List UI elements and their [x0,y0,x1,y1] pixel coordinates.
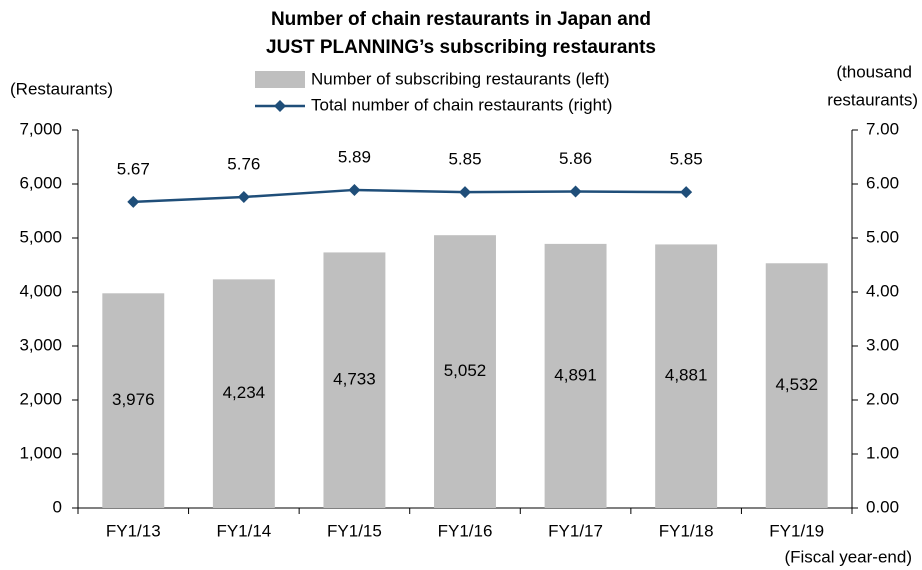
bar-value-label: 3,976 [112,390,155,409]
y2-tick-label: 6.00 [866,173,899,192]
y2-axis-label: (thousand [836,62,912,81]
x-tick-label: FY1/14 [216,521,271,540]
legend-label: Total number of chain restaurants (right… [311,95,612,114]
line-marker [348,183,361,196]
legend-swatch [255,71,305,88]
bar-value-label: 4,532 [775,375,818,394]
line-marker [569,185,582,198]
y-tick-label: 7,000 [19,119,62,138]
y-tick-label: 1,000 [19,443,62,462]
line-value-label: 5.76 [227,154,260,173]
line-marker [459,186,471,199]
x-tick-label: FY1/15 [327,521,382,540]
bar [212,279,275,508]
y-axis-label: (Restaurants) [10,79,113,98]
chart-title: JUST PLANNING’s subscribing restaurants [266,37,656,58]
line-marker [237,190,250,203]
bar [655,244,718,508]
line-value-label: 5.85 [448,150,481,169]
bar-value-label: 4,234 [223,383,266,402]
x-tick-label: FY1/16 [438,521,493,540]
bar-value-label: 4,733 [333,370,376,389]
x-tick-label: FY1/19 [769,521,824,540]
chart-title: Number of chain restaurants in Japan and [271,9,651,30]
line-value-label: 5.86 [559,149,592,168]
x-tick-label: FY1/13 [106,521,161,540]
y-tick-label: 4,000 [19,281,62,300]
legend-marker [274,100,286,112]
y-tick-label: 6,000 [19,173,62,192]
y2-tick-label: 0.00 [866,497,899,516]
legend-label: Number of subscribing restaurants (left) [311,69,610,88]
y2-axis-label: restaurants) [827,90,918,109]
line-value-label: 5.67 [117,159,150,178]
line-value-label: 5.89 [338,147,371,166]
line [133,188,687,204]
y2-tick-label: 2.00 [866,389,899,408]
x-tick-label: FY1/18 [659,521,714,540]
y-tick-label: 5,000 [19,227,62,246]
line-value-label: 5.85 [670,150,703,169]
bar [323,252,386,508]
x-tick-label: FY1/17 [548,521,603,540]
bar [765,263,828,508]
y-tick-label: 0 [53,497,62,516]
bar [434,235,496,508]
y2-tick-label: 1.00 [866,443,899,462]
bar [544,243,607,509]
bar-value-label: 5,052 [444,361,487,380]
bar [102,293,165,508]
y-tick-label: 3,000 [19,335,62,354]
y-tick-label: 2,000 [19,389,62,408]
y2-tick-label: 7.00 [866,119,899,138]
y2-tick-label: 3.00 [866,335,899,354]
bar-value-label: 4,881 [665,366,708,385]
y2-tick-label: 5.00 [866,227,899,246]
bar-value-label: 4,891 [554,365,597,384]
line-marker [680,186,693,199]
line-marker [127,195,140,208]
y2-tick-label: 4.00 [866,281,899,300]
x-axis-label: (Fiscal year-end) [784,547,912,566]
